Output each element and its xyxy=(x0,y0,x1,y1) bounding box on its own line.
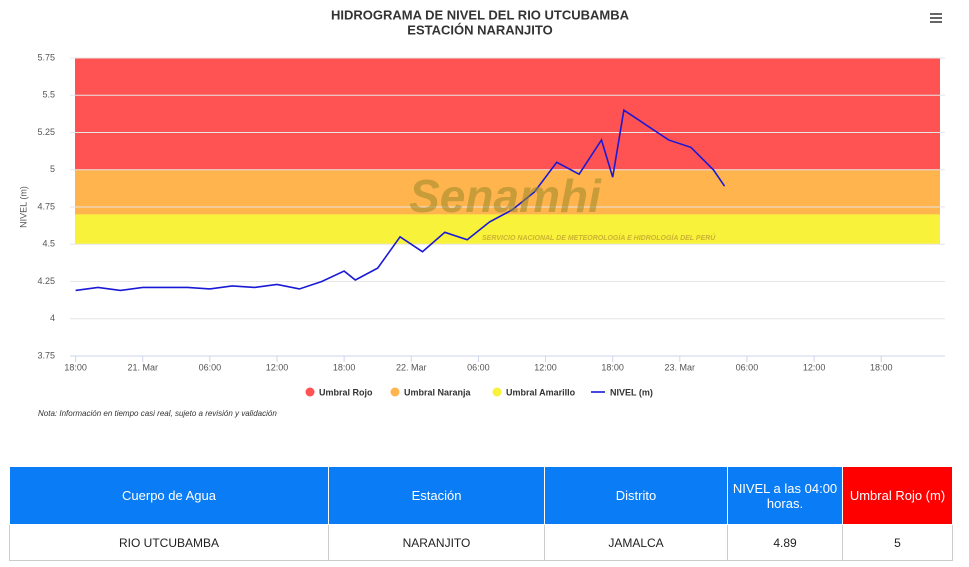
y-tick-label: 5.75 xyxy=(37,52,55,62)
y-tick-label: 5.25 xyxy=(37,127,55,137)
x-tick-label: 06:00 xyxy=(199,362,222,372)
legend-label: NIVEL (m) xyxy=(610,387,653,397)
legend-label: Umbral Naranja xyxy=(404,387,472,397)
td: 5 xyxy=(842,524,953,561)
x-tick-label: 12:00 xyxy=(266,362,289,372)
y-axis-label: NIVEL (m) xyxy=(18,186,28,228)
note: Nota: Información en tiempo casi real, s… xyxy=(38,409,277,418)
td: RIO UTCUBAMBA xyxy=(9,524,329,561)
x-tick-label: 18:00 xyxy=(870,362,893,372)
legend-label: Umbral Amarillo xyxy=(506,387,576,397)
td: 4.89 xyxy=(727,524,843,561)
data-table: Cuerpo de Agua Estación Distrito NIVEL a la… xyxy=(9,466,953,561)
th: Cuerpo de Agua xyxy=(9,466,329,525)
menu-icon[interactable] xyxy=(930,13,942,23)
watermark-logo: Senamhi xyxy=(409,170,602,222)
legend-marker xyxy=(492,387,502,397)
x-tick-label: 22. Mar xyxy=(396,362,427,372)
chart-subtitle: ESTACIÓN NARANJITO xyxy=(407,22,552,37)
threshold-band xyxy=(75,214,940,245)
threshold-band xyxy=(75,58,940,170)
x-tick-label: 18:00 xyxy=(601,362,624,372)
y-tick-label: 4.75 xyxy=(37,201,55,211)
x-tick-label: 23. Mar xyxy=(665,362,696,372)
x-tick-label: 18:00 xyxy=(333,362,356,372)
x-tick-label: 12:00 xyxy=(803,362,826,372)
watermark-text: SERVICIO NACIONAL DE METEOROLOGÍA E HIDR… xyxy=(482,233,716,242)
chart: HIDROGRAMA DE NIVEL DEL RIO UTCUBAMBA ES… xyxy=(18,7,945,418)
x-tick-label: 12:00 xyxy=(534,362,557,372)
th: Umbral Rojo (m) xyxy=(842,466,953,525)
x-tick-label: 18:00 xyxy=(64,362,87,372)
th: NIVEL a las 04:00 horas. xyxy=(727,466,843,525)
th: Estación xyxy=(328,466,545,525)
x-tick-label: 06:00 xyxy=(467,362,490,372)
y-tick-label: 4.5 xyxy=(42,239,55,249)
y-tick-label: 3.75 xyxy=(37,350,55,360)
legend-marker xyxy=(305,387,315,397)
y-tick-label: 5 xyxy=(50,164,55,174)
th: Distrito xyxy=(544,466,728,525)
y-tick-label: 4.25 xyxy=(37,276,55,286)
y-tick-label: 4 xyxy=(50,313,55,323)
td: JAMALCA xyxy=(544,524,728,561)
level-line xyxy=(75,108,726,292)
td: NARANJITO xyxy=(328,524,545,561)
y-tick-label: 5.5 xyxy=(42,90,55,100)
legend-marker xyxy=(390,387,400,397)
x-tick-label: 21. Mar xyxy=(127,362,158,372)
chart-title: HIDROGRAMA DE NIVEL DEL RIO UTCUBAMBA xyxy=(331,7,630,22)
legend-label: Umbral Rojo xyxy=(319,387,373,397)
x-tick-label: 06:00 xyxy=(736,362,759,372)
